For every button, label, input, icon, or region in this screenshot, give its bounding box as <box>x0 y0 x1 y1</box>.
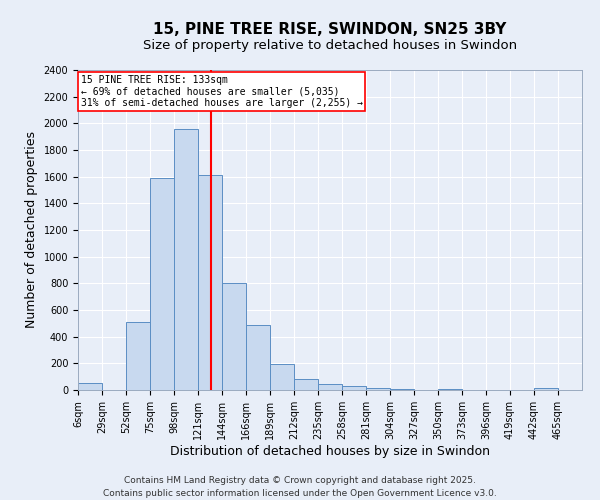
Text: 15, PINE TREE RISE, SWINDON, SN25 3BY: 15, PINE TREE RISE, SWINDON, SN25 3BY <box>154 22 506 38</box>
X-axis label: Distribution of detached houses by size in Swindon: Distribution of detached houses by size … <box>170 444 490 458</box>
Bar <box>294 378 318 390</box>
Bar <box>198 176 222 390</box>
Bar <box>390 389 414 390</box>
Bar <box>534 388 558 390</box>
Text: Size of property relative to detached houses in Swindon: Size of property relative to detached ho… <box>143 39 517 52</box>
Bar <box>342 386 366 390</box>
Bar <box>78 382 102 390</box>
Bar <box>174 128 198 390</box>
Bar <box>150 178 174 390</box>
Text: Contains HM Land Registry data © Crown copyright and database right 2025.
Contai: Contains HM Land Registry data © Crown c… <box>103 476 497 498</box>
Bar <box>126 322 150 390</box>
Text: 15 PINE TREE RISE: 133sqm
← 69% of detached houses are smaller (5,035)
31% of se: 15 PINE TREE RISE: 133sqm ← 69% of detac… <box>80 75 362 108</box>
Bar <box>246 324 270 390</box>
Bar <box>270 364 294 390</box>
Y-axis label: Number of detached properties: Number of detached properties <box>25 132 38 328</box>
Bar <box>318 384 342 390</box>
Bar <box>222 284 246 390</box>
Bar <box>366 388 390 390</box>
